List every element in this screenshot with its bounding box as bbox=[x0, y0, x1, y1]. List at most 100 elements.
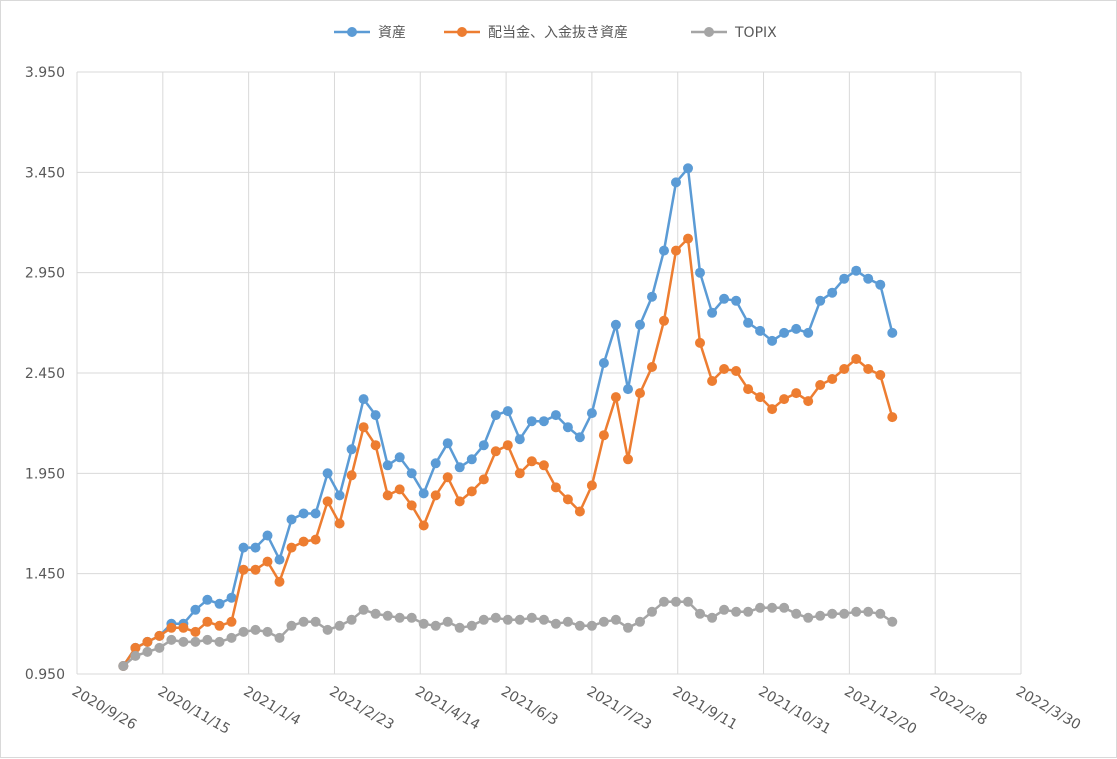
data-point-series-3 bbox=[502, 614, 513, 625]
data-point-series-2 bbox=[538, 460, 549, 471]
data-point-series-1 bbox=[286, 514, 297, 525]
data-point-series-2 bbox=[731, 366, 742, 376]
data-point-series-3 bbox=[562, 616, 573, 627]
data-point-series-2 bbox=[863, 364, 874, 374]
data-point-series-1 bbox=[526, 416, 537, 427]
data-point-series-2 bbox=[166, 622, 177, 633]
data-point-series-1 bbox=[598, 358, 609, 368]
data-point-series-3 bbox=[659, 596, 669, 607]
data-point-series-3 bbox=[190, 636, 201, 647]
data-point-series-3 bbox=[719, 604, 730, 615]
data-point-series-3 bbox=[671, 596, 681, 607]
data-point-series-1 bbox=[430, 458, 441, 469]
data-point-series-3 bbox=[875, 608, 886, 619]
data-point-series-3 bbox=[370, 608, 381, 619]
data-point-series-1 bbox=[635, 319, 645, 330]
legend-marker bbox=[457, 27, 467, 37]
data-point-series-1 bbox=[851, 265, 862, 276]
y-tick-label: 3.950 bbox=[25, 65, 65, 81]
data-point-series-3 bbox=[586, 620, 597, 631]
data-point-series-3 bbox=[743, 606, 754, 617]
data-point-series-1 bbox=[791, 323, 802, 334]
legend-marker bbox=[704, 27, 714, 37]
data-point-series-3 bbox=[118, 661, 129, 671]
data-point-series-1 bbox=[394, 452, 405, 463]
data-point-series-3 bbox=[334, 620, 345, 631]
data-point-series-3 bbox=[490, 612, 501, 623]
series-line-3 bbox=[122, 600, 893, 667]
data-point-series-1 bbox=[803, 327, 814, 338]
data-point-series-3 bbox=[310, 616, 321, 627]
data-point-series-3 bbox=[695, 608, 705, 619]
data-point-series-3 bbox=[454, 622, 465, 633]
data-point-series-2 bbox=[574, 506, 585, 517]
data-point-series-2 bbox=[358, 422, 369, 433]
data-point-series-3 bbox=[430, 620, 441, 631]
data-point-series-1 bbox=[454, 462, 465, 473]
data-point-series-1 bbox=[418, 488, 429, 499]
data-point-series-2 bbox=[887, 412, 898, 423]
y-tick-label: 1.450 bbox=[25, 567, 65, 583]
data-point-series-3 bbox=[683, 596, 693, 607]
data-point-series-2 bbox=[322, 496, 333, 507]
data-point-series-1 bbox=[478, 440, 489, 451]
data-point-series-2 bbox=[178, 622, 189, 633]
data-point-series-1 bbox=[322, 468, 333, 479]
x-tick-label: 2021/12/20 bbox=[841, 684, 919, 738]
legend-marker bbox=[347, 27, 357, 37]
data-point-series-3 bbox=[478, 614, 489, 625]
data-point-series-1 bbox=[623, 384, 633, 395]
x-tick-label: 2020/11/15 bbox=[155, 684, 233, 738]
data-point-series-1 bbox=[202, 594, 213, 605]
data-point-series-3 bbox=[767, 602, 778, 613]
data-point-series-2 bbox=[334, 518, 345, 529]
data-point-series-3 bbox=[394, 612, 405, 623]
data-point-series-3 bbox=[142, 646, 153, 657]
data-point-series-2 bbox=[418, 520, 429, 531]
data-point-series-3 bbox=[574, 620, 585, 631]
data-point-series-1 bbox=[671, 177, 681, 188]
data-point-series-1 bbox=[875, 279, 886, 290]
data-point-series-3 bbox=[610, 614, 621, 625]
data-point-series-2 bbox=[502, 440, 513, 451]
legend-label: 資産 bbox=[378, 25, 406, 41]
data-point-series-3 bbox=[791, 608, 802, 619]
data-point-series-2 bbox=[382, 490, 393, 501]
data-point-series-2 bbox=[202, 616, 213, 627]
data-point-series-2 bbox=[154, 630, 165, 641]
data-point-series-2 bbox=[274, 576, 285, 587]
legend-label: TOPIX bbox=[734, 25, 777, 41]
x-tick-label: 2021/6/3 bbox=[498, 684, 560, 729]
data-point-series-1 bbox=[358, 394, 369, 405]
data-point-series-1 bbox=[346, 444, 357, 455]
x-tick-label: 2022/3/30 bbox=[1013, 684, 1083, 734]
data-point-series-3 bbox=[851, 606, 862, 617]
legend-entry-2: 配当金、入金抜き資産 bbox=[444, 25, 628, 41]
data-point-series-1 bbox=[298, 508, 309, 519]
y-tick-label: 2.450 bbox=[25, 366, 65, 382]
data-point-series-3 bbox=[130, 650, 141, 661]
data-point-series-2 bbox=[562, 494, 573, 505]
data-point-series-2 bbox=[839, 364, 850, 374]
data-point-series-1 bbox=[538, 416, 549, 427]
data-point-series-1 bbox=[827, 287, 838, 298]
data-point-series-3 bbox=[598, 616, 609, 627]
data-point-series-3 bbox=[731, 606, 742, 617]
data-point-series-2 bbox=[394, 484, 405, 495]
data-point-series-3 bbox=[887, 616, 898, 627]
data-point-series-1 bbox=[719, 293, 730, 304]
data-point-series-3 bbox=[214, 636, 225, 647]
data-point-series-2 bbox=[683, 233, 693, 244]
data-point-series-2 bbox=[490, 446, 501, 457]
data-point-series-3 bbox=[154, 642, 165, 653]
data-point-series-1 bbox=[731, 295, 742, 306]
data-point-series-1 bbox=[310, 508, 321, 519]
data-point-series-2 bbox=[767, 404, 778, 415]
legend-entry-1: 資産 bbox=[334, 25, 406, 41]
data-point-series-2 bbox=[190, 626, 201, 637]
data-point-series-3 bbox=[322, 624, 333, 635]
data-point-series-2 bbox=[286, 542, 297, 553]
data-point-series-1 bbox=[250, 542, 261, 553]
data-point-series-1 bbox=[238, 542, 249, 553]
data-point-series-1 bbox=[370, 410, 381, 421]
